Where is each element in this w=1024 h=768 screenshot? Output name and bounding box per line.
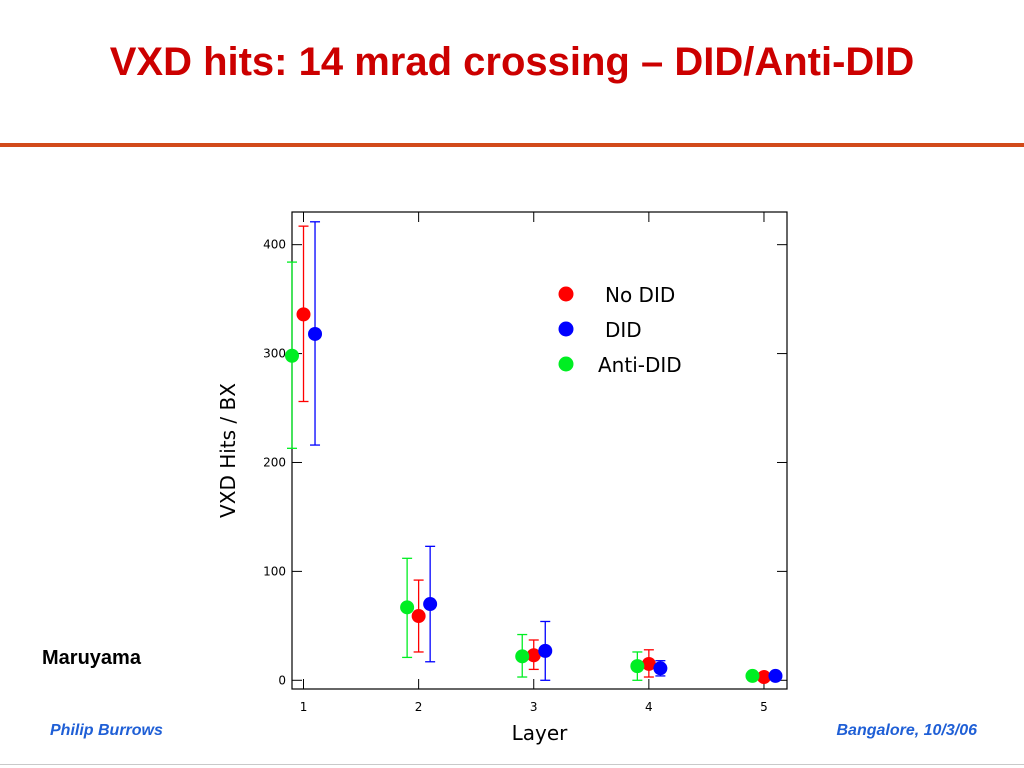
- data-point: [400, 600, 415, 615]
- title-divider: [0, 143, 1024, 147]
- data-point: [538, 643, 553, 658]
- legend-marker: [558, 321, 574, 337]
- legend-marker: [558, 356, 574, 372]
- y-tick-label: 400: [263, 238, 286, 252]
- data-point: [423, 597, 438, 612]
- footer-venue-date: Bangalore, 10/3/06: [836, 722, 977, 739]
- legend-marker: [558, 286, 574, 302]
- legend-label: DID: [605, 318, 642, 342]
- x-tick-label: 2: [415, 700, 423, 714]
- author-note: Maruyama: [42, 647, 141, 669]
- x-tick-label: 1: [300, 700, 308, 714]
- data-point: [768, 668, 783, 683]
- x-tick-label: 4: [645, 700, 653, 714]
- data-point: [411, 609, 426, 624]
- legend-label: Anti-DID: [598, 353, 682, 377]
- data-point: [526, 648, 541, 663]
- y-tick-label: 0: [278, 673, 286, 687]
- data-point: [641, 656, 656, 671]
- data-point: [515, 649, 530, 664]
- plot-frame: [291, 211, 788, 690]
- footer-divider: [0, 764, 1024, 765]
- y-tick-label: 300: [263, 347, 286, 361]
- data-point: [285, 348, 299, 363]
- x-tick-label: 5: [760, 700, 768, 714]
- data-point: [308, 326, 323, 341]
- x-tick-label: 3: [530, 700, 538, 714]
- slide-title: VXD hits: 14 mrad crossing – DID/Anti-DI…: [109, 40, 915, 84]
- data-point: [630, 659, 645, 674]
- y-tick-label: 200: [263, 455, 286, 469]
- y-axis-label: VXD Hits / BX: [216, 383, 240, 518]
- x-axis-label: Layer: [512, 721, 569, 745]
- data-point: [756, 670, 771, 685]
- y-tick-label: 100: [263, 564, 286, 578]
- data-point: [745, 668, 760, 683]
- data-point: [296, 307, 311, 322]
- data-point: [653, 661, 668, 676]
- legend-label: No DID: [605, 283, 675, 307]
- footer-presenter: Philip Burrows: [50, 722, 163, 739]
